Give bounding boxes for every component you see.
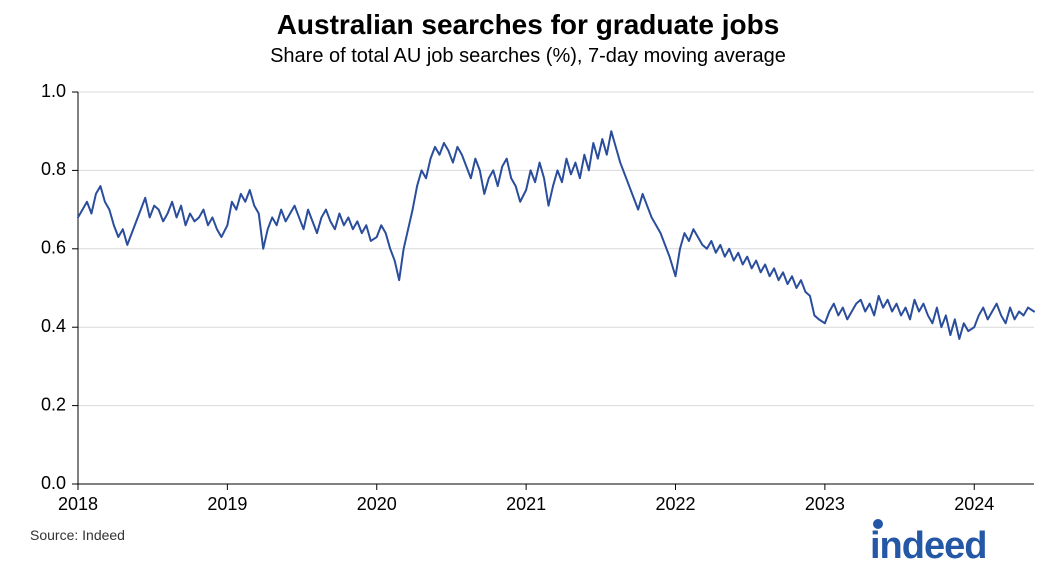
x-tick-label: 2021 [506,494,546,514]
chart-title: Australian searches for graduate jobs [277,9,780,40]
x-tick-label: 2023 [805,494,845,514]
y-tick-label: 0.0 [41,473,66,493]
x-tick-label: 2019 [207,494,247,514]
y-tick-label: 0.2 [41,394,66,414]
y-tick-label: 0.6 [41,238,66,258]
chart-subtitle: Share of total AU job searches (%), 7-da… [270,45,786,67]
svg-text:indeed: indeed [870,525,986,567]
y-tick-label: 0.4 [41,316,66,336]
source-text: Source: Indeed [30,527,125,543]
x-tick-label: 2020 [357,494,397,514]
x-tick-label: 2022 [655,494,695,514]
line-chart: 0.0 0.2 0.4 0.6 0.8 1.0 2018 2019 2020 2021 2022 20… [0,0,1056,576]
y-tick-label: 1.0 [41,81,66,101]
chart-container: 0.0 0.2 0.4 0.6 0.8 1.0 2018 2019 2020 2021 2022 20… [0,0,1056,576]
x-tick-label: 2024 [954,494,994,514]
indeed-logo-icon: indeed [870,519,986,567]
x-tick-label: 2018 [58,494,98,514]
y-tick-label: 0.8 [41,159,66,179]
